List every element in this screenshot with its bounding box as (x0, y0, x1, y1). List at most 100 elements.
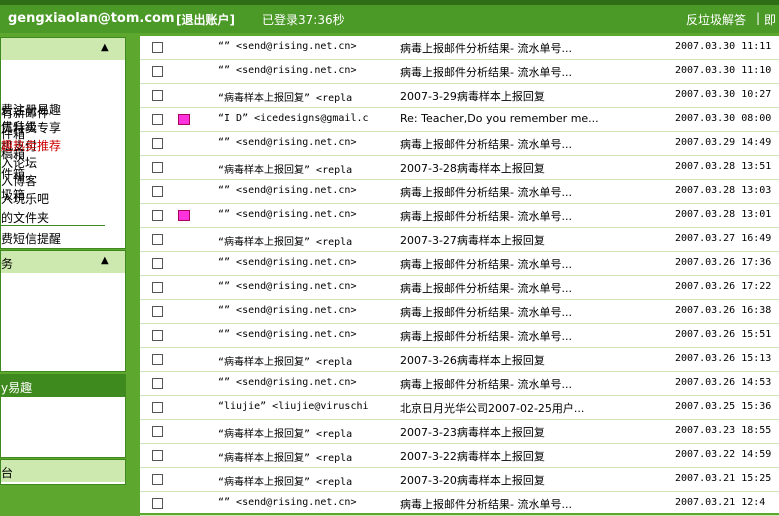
subject[interactable]: 2007-3-20病毒样本上报回复 (400, 474, 545, 487)
subject[interactable]: 2007-3-26病毒样本上报回复 (400, 354, 545, 367)
checkbox[interactable] (152, 282, 163, 293)
sidebar-item[interactable]: 员特卖专享 (1, 121, 62, 135)
checkbox[interactable] (152, 450, 163, 461)
mail-row[interactable]: “” <send@rising.net.cn> 病毒上报邮件分析结果- 流水单号.… (140, 324, 779, 348)
sender[interactable]: “病毒样本上报回复” <repla (218, 357, 353, 368)
checkbox[interactable] (152, 402, 163, 413)
sender[interactable]: “I D” <icedesigns@gmail.c (218, 113, 369, 124)
sender[interactable]: “liujie” <liujie@viruschi (218, 401, 369, 412)
mail-row[interactable]: “” <send@rising.net.cn> 病毒上报邮件分析结果- 流水单号.… (140, 252, 779, 276)
section-header[interactable]: 台 (1, 460, 125, 482)
checkbox[interactable] (152, 114, 163, 125)
mail-row[interactable]: “” <send@rising.net.cn> 病毒上报邮件分析结果- 流水单号.… (140, 276, 779, 300)
subject[interactable]: 病毒上报邮件分析结果- 流水单号... (400, 498, 572, 511)
checkbox[interactable] (152, 90, 163, 101)
checkbox[interactable] (152, 378, 163, 389)
subject[interactable]: 病毒上报邮件分析结果- 流水单号... (400, 42, 572, 55)
mail-row[interactable]: “” <send@rising.net.cn> 病毒上报邮件分析结果- 流水单号.… (140, 132, 779, 156)
subject[interactable]: 病毒上报邮件分析结果- 流水单号... (400, 378, 572, 391)
sidebar-item[interactable]: 费短信提醒 (1, 232, 62, 246)
sender[interactable]: “” <send@rising.net.cn> (218, 41, 357, 52)
checkbox[interactable] (152, 426, 163, 437)
sidebar-item[interactable]: 机支付 (1, 139, 38, 153)
sender[interactable]: “病毒样本上报回复” <repla (218, 477, 353, 488)
sender[interactable]: “” <send@rising.net.cn> (218, 377, 357, 388)
subject[interactable]: 2007-3-22病毒样本上报回复 (400, 450, 545, 463)
mail-row[interactable]: “” <send@rising.net.cn> 病毒上报邮件分析结果- 流水单号.… (140, 372, 779, 396)
checkbox[interactable] (152, 330, 163, 341)
mail-row[interactable]: “” <send@rising.net.cn> 病毒上报邮件分析结果- 流水单号.… (140, 204, 779, 228)
subject[interactable]: 病毒上报邮件分析结果- 流水单号... (400, 306, 572, 319)
subject[interactable]: 病毒上报邮件分析结果- 流水单号... (400, 66, 572, 79)
mail-row[interactable]: “” <send@rising.net.cn> 病毒上报邮件分析结果- 流水单号.… (140, 300, 779, 324)
subject[interactable]: 病毒上报邮件分析结果- 流水单号... (400, 138, 572, 151)
mail-row[interactable]: “病毒样本上报回复” <repla 2007-3-20病毒样本上报回复 2007.0… (140, 468, 779, 492)
checkbox[interactable] (152, 234, 163, 245)
sender[interactable]: “” <send@rising.net.cn> (218, 65, 357, 76)
sender[interactable]: “病毒样本上报回复” <repla (218, 165, 353, 176)
logout[interactable]: [退出账户] (176, 13, 235, 27)
sidebar-item[interactable]: 趣热卖推荐 (1, 139, 62, 153)
mail-row[interactable]: “病毒样本上报回复” <repla 2007-3-27病毒样本上报回复 2007.0… (140, 228, 779, 252)
checkbox[interactable] (152, 42, 163, 53)
sender[interactable]: “” <send@rising.net.cn> (218, 257, 357, 268)
checkbox[interactable] (152, 306, 163, 317)
mail-row[interactable]: “” <send@rising.net.cn> 病毒上报邮件分析结果- 流水单号.… (140, 60, 779, 84)
subject[interactable]: 2007-3-27病毒样本上报回复 (400, 234, 545, 247)
mail-row[interactable]: “病毒样本上报回复” <repla 2007-3-23病毒样本上报回复 2007.0… (140, 420, 779, 444)
sender[interactable]: “” <send@rising.net.cn> (218, 137, 357, 148)
mail-row[interactable]: “” <send@rising.net.cn> 病毒上报邮件分析结果- 流水单号.… (140, 492, 779, 516)
section-header[interactable]: y易趣 (1, 375, 125, 397)
link[interactable]: 反垃圾解答 (686, 13, 747, 27)
sidebar-item[interactable]: 件箱 (1, 167, 26, 181)
sidebar-item[interactable]: 入论坛 (1, 156, 38, 170)
sidebar-item[interactable]: 稿箱 (1, 147, 26, 161)
sender[interactable]: “病毒样本上报回复” <repla (218, 429, 353, 440)
mail-row[interactable]: “病毒样本上报回复” <repla 2007-3-26病毒样本上报回复 2007.0… (140, 348, 779, 372)
sender[interactable]: “病毒样本上报回复” <repla (218, 237, 353, 248)
subject[interactable]: 2007-3-23病毒样本上报回复 (400, 426, 545, 439)
sidebar-item[interactable]: 的文件夹 (1, 211, 50, 225)
checkbox[interactable] (152, 138, 163, 149)
subject[interactable]: 病毒上报邮件分析结果- 流水单号... (400, 258, 572, 271)
sender[interactable]: “” <send@rising.net.cn> (218, 305, 357, 316)
checkbox[interactable] (152, 186, 163, 197)
subject[interactable]: Re: Teacher,Do you remember me... (400, 112, 599, 125)
mail-row[interactable]: “病毒样本上报回复” <repla 2007-3-28病毒样本上报回复 2007.0… (140, 156, 779, 180)
mail-row[interactable]: “liujie” <liujie@viruschi 北京日月光华公司2007-02… (140, 396, 779, 420)
mail-row[interactable]: “” <send@rising.net.cn> 病毒上报邮件分析结果- 流水单号.… (140, 180, 779, 204)
sidebar-item[interactable]: 入博客 (1, 174, 38, 188)
mail-row[interactable]: “I D” <icedesigns@gmail.c Re: Teacher,Do … (140, 108, 779, 132)
sender[interactable]: “” <send@rising.net.cn> (218, 209, 357, 220)
section-header[interactable]: 务 ▲ (1, 251, 125, 273)
sender[interactable]: “” <send@rising.net.cn> (218, 497, 357, 508)
sender[interactable]: “” <send@rising.net.cn> (218, 329, 357, 340)
sidebar-item[interactable]: 费注册易趣 (1, 103, 62, 117)
subject[interactable]: 2007-3-28病毒样本上报回复 (400, 162, 545, 175)
checkbox[interactable] (152, 210, 163, 221)
sidebar-item[interactable]: 件箱 (1, 127, 26, 141)
checkbox[interactable] (152, 66, 163, 77)
checkbox[interactable] (152, 498, 163, 509)
subject[interactable]: 北京日月光华公司2007-02-25用户... (400, 402, 585, 415)
sender[interactable]: “病毒样本上报回复” <repla (218, 93, 353, 104)
sender[interactable]: “病毒样本上报回复” <repla (218, 453, 353, 464)
mail-row[interactable]: “” <send@rising.net.cn> 病毒上报邮件分析结果- 流水单号.… (140, 36, 779, 60)
section-header[interactable]: ▲ (1, 38, 125, 60)
sidebar-item[interactable]: 入玩乐吧 (1, 192, 50, 206)
mail-row[interactable]: “病毒样本上报回复” <repla 2007-3-29病毒样本上报回复 2007.0… (140, 84, 779, 108)
subject[interactable]: 病毒上报邮件分析结果- 流水单号... (400, 330, 572, 343)
subject[interactable]: 病毒上报邮件分析结果- 流水单号... (400, 210, 572, 223)
checkbox[interactable] (152, 162, 163, 173)
subject[interactable]: 2007-3-29病毒样本上报回复 (400, 90, 545, 103)
sidebar-item[interactable]: 圾箱 (1, 188, 26, 202)
sender[interactable]: “” <send@rising.net.cn> (218, 185, 357, 196)
checkbox[interactable] (152, 474, 163, 485)
sender[interactable]: “” <send@rising.net.cn> (218, 281, 357, 292)
mail-row[interactable]: “病毒样本上报回复” <repla 2007-3-22病毒样本上报回复 2007.0… (140, 444, 779, 468)
checkbox[interactable] (152, 258, 163, 269)
link[interactable]: 即 (764, 13, 777, 27)
sidebar-item[interactable]: 有新邮件 (1, 106, 50, 120)
checkbox[interactable] (152, 354, 163, 365)
subject[interactable]: 病毒上报邮件分析结果- 流水单号... (400, 282, 572, 295)
